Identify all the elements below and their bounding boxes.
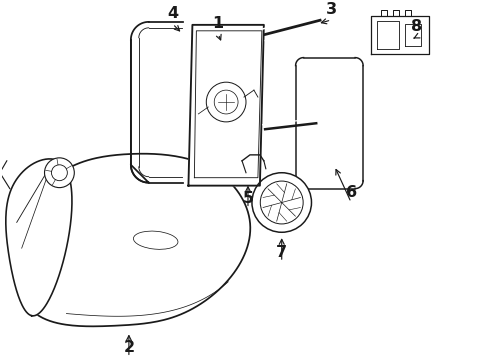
Circle shape xyxy=(214,90,238,114)
Polygon shape xyxy=(261,8,321,35)
Bar xyxy=(295,58,363,189)
Circle shape xyxy=(45,158,74,188)
Circle shape xyxy=(252,173,312,232)
Text: 4: 4 xyxy=(167,6,178,22)
Circle shape xyxy=(260,181,303,224)
Text: 6: 6 xyxy=(345,185,357,200)
Circle shape xyxy=(51,165,67,181)
Polygon shape xyxy=(6,159,72,316)
Polygon shape xyxy=(189,25,264,186)
Text: 3: 3 xyxy=(326,3,337,18)
Circle shape xyxy=(206,82,246,122)
Polygon shape xyxy=(131,22,193,183)
Text: 5: 5 xyxy=(243,191,253,206)
Text: 2: 2 xyxy=(123,340,134,355)
Polygon shape xyxy=(371,16,429,54)
Ellipse shape xyxy=(133,231,178,249)
Text: 7: 7 xyxy=(276,245,287,260)
Text: 1: 1 xyxy=(213,16,224,31)
Text: 8: 8 xyxy=(411,19,422,34)
Polygon shape xyxy=(17,154,250,327)
